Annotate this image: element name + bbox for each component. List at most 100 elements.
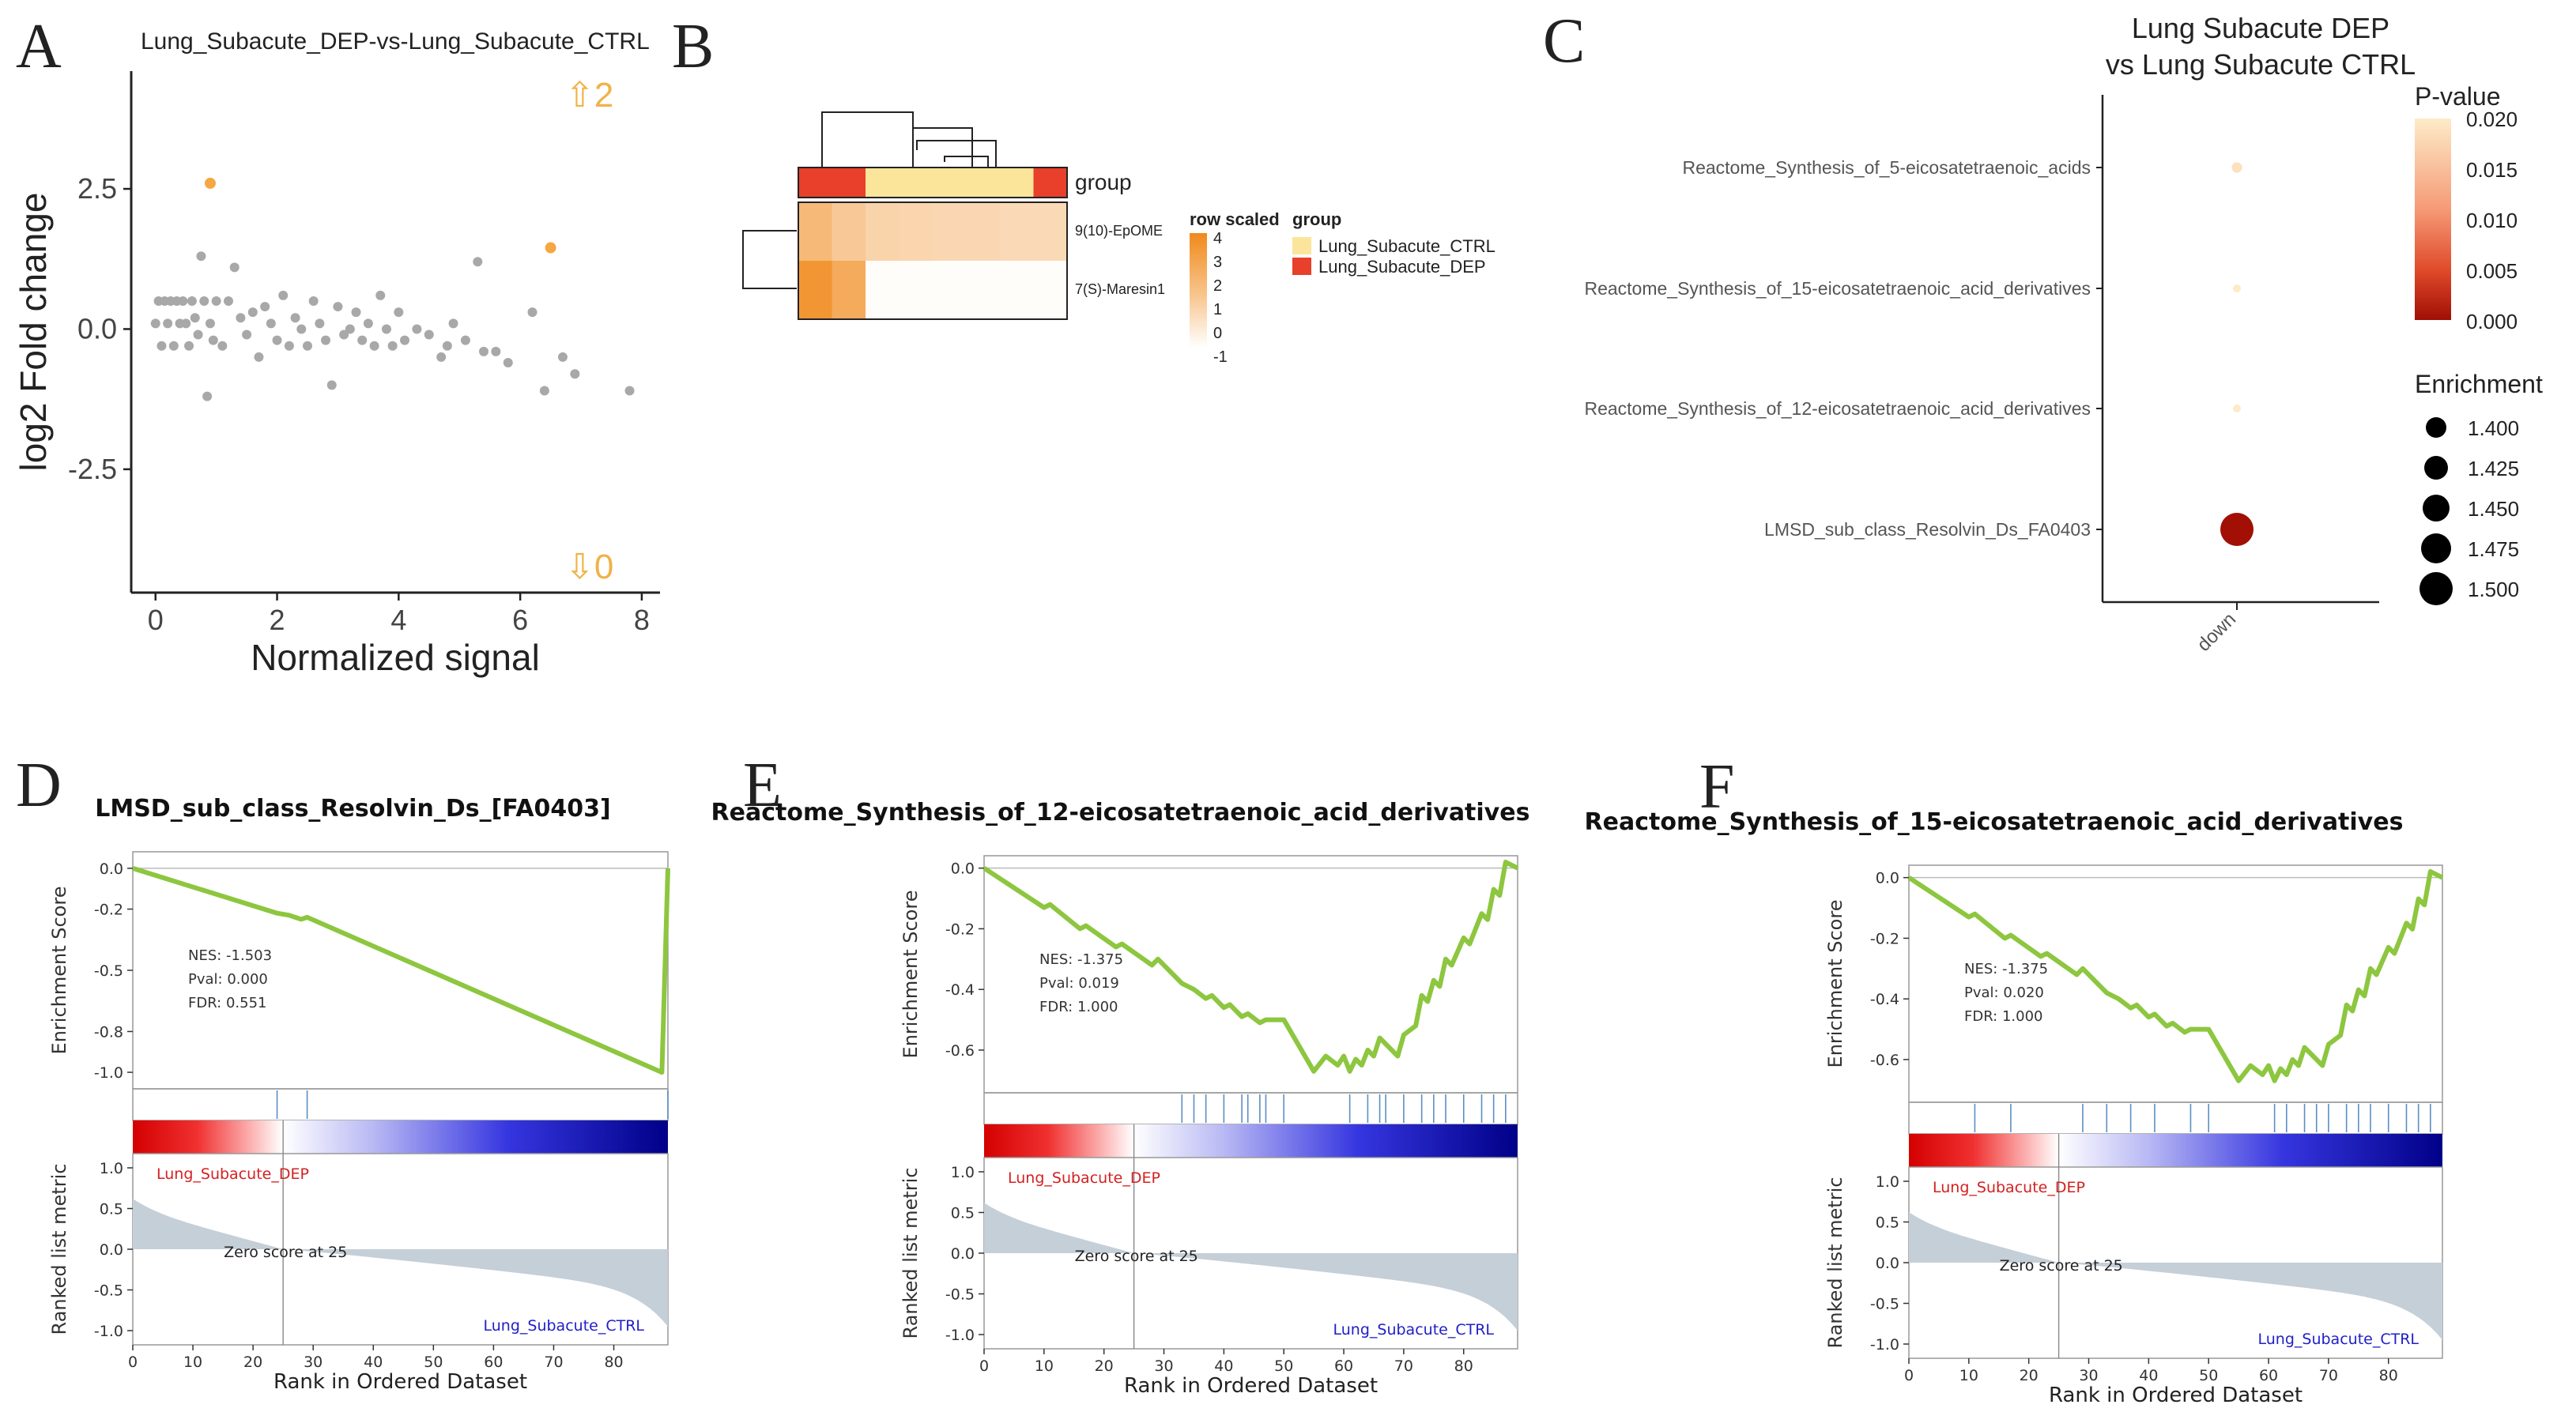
volcano-point xyxy=(202,391,213,401)
group-cell xyxy=(1033,168,1068,198)
heatmap-cell xyxy=(933,261,967,319)
enrich-dot-2 xyxy=(2423,495,2450,521)
volcano-ytick-label-2: -2.5 xyxy=(68,453,117,485)
volcano-point xyxy=(178,296,188,306)
gsea-zero-label: Zero score at 25 xyxy=(224,1244,347,1261)
gsea-es-tick-label: -0.2 xyxy=(945,921,975,938)
dotplot-y-label: LMSD_sub_class_Resolvin_Ds_FA0403 xyxy=(1764,519,2091,540)
group-legend-title: group xyxy=(1292,209,1341,229)
group-cell xyxy=(899,168,933,198)
gsea-nes: NES: -1.375 xyxy=(1039,951,1123,968)
gsea-title: Reactome_Synthesis_of_12-eicosatetraenoi… xyxy=(711,799,1530,826)
volcano-point xyxy=(260,302,270,312)
dotplot-dot xyxy=(2233,284,2241,292)
group-annotation-bar xyxy=(798,167,1068,198)
volcano-point xyxy=(315,318,325,329)
volcano-point xyxy=(308,296,319,306)
gsea-x-tick-label: 30 xyxy=(1154,1357,1173,1375)
volcano-point xyxy=(163,318,173,329)
gsea-es-ylabel: Enrichment Score xyxy=(1824,900,1846,1068)
volcano-point xyxy=(326,380,337,390)
volcano-point xyxy=(217,341,228,351)
volcano-point xyxy=(381,324,391,334)
volcano-point xyxy=(303,341,312,351)
gsea-x-tick-label: 30 xyxy=(2079,1367,2098,1384)
gsea-es-tick-label: -0.2 xyxy=(94,902,123,919)
gsea-rank-ylabel: Ranked list metric xyxy=(1824,1177,1846,1349)
volcano-point xyxy=(181,318,191,329)
volcano-xtick-label-2: 4 xyxy=(390,604,406,636)
pvalue-tick-2: 0.010 xyxy=(2466,209,2518,232)
gsea-x-tick-label: 70 xyxy=(544,1354,563,1371)
gsea-x-tick-label: 80 xyxy=(1454,1357,1473,1375)
gsea-zero-label: Zero score at 25 xyxy=(2000,1257,2123,1275)
heatmap-cell xyxy=(1033,261,1068,319)
heatmap-cell xyxy=(832,202,866,261)
gsea-rank-tick-label: -0.5 xyxy=(1870,1296,1899,1313)
gsea-rank-tick-label: 0.0 xyxy=(100,1241,123,1259)
group-legend-ctrl: Lung_Subacute_CTRL xyxy=(1318,236,1495,256)
scale-tick-0: 0 xyxy=(1213,325,1222,342)
gsea-title: Reactome_Synthesis_of_15-eicosatetraenoi… xyxy=(1585,808,2404,836)
volcano-point xyxy=(208,335,218,345)
gsea-x-tick-label: 60 xyxy=(484,1354,503,1371)
gsea-x-tick-label: 50 xyxy=(2199,1367,2218,1384)
volcano-point xyxy=(503,358,513,368)
scale-tick-1: 1 xyxy=(1213,301,1222,318)
gsea-title: LMSD_sub_class_Resolvin_Ds_[FA0403] xyxy=(95,795,611,823)
dotplot-x-tick-label: down xyxy=(2193,608,2241,656)
heatmap-cell xyxy=(1000,261,1034,319)
gsea-zero-label: Zero score at 25 xyxy=(1075,1248,1198,1265)
gsea-rank-area xyxy=(133,1199,668,1327)
volcano-point xyxy=(296,324,307,334)
dotplot-title-2: vs Lung Subacute CTRL xyxy=(2106,48,2416,81)
heatmap-cell xyxy=(933,202,967,261)
panel-letter-d: D xyxy=(16,751,62,820)
volcano-point xyxy=(539,386,549,396)
volcano-point xyxy=(321,335,331,345)
volcano-point xyxy=(448,318,458,329)
volcano-point xyxy=(412,324,422,334)
gsea-hit-frame xyxy=(132,1088,669,1121)
gsea-es-tick-label: 0.0 xyxy=(100,860,123,878)
group-legend-swatch-dep xyxy=(1292,258,1311,275)
volcano-ytick-label-1: 0.0 xyxy=(77,312,117,345)
gsea-x-tick-label: 20 xyxy=(2020,1367,2039,1384)
gsea-pval: Pval: 0.000 xyxy=(188,971,268,988)
panel-letter-c: C xyxy=(1543,6,1585,76)
volcano-point xyxy=(369,341,379,351)
scale-tick-3: 3 xyxy=(1213,254,1222,271)
column-dendrogram xyxy=(821,111,997,168)
volcano-x-label: Normalized signal xyxy=(251,637,540,678)
gsea-es-frame xyxy=(983,855,1518,1094)
gsea-x-tick-label: 70 xyxy=(2319,1367,2338,1384)
group-cell xyxy=(832,168,866,198)
group-cell xyxy=(866,168,900,198)
gsea-rank-tick-label: 1.0 xyxy=(951,1164,975,1181)
gsea-x-tick-label: 60 xyxy=(1334,1357,1353,1375)
gsea-es-curve xyxy=(1907,869,2444,1083)
volcano-point xyxy=(224,296,234,306)
volcano-point xyxy=(473,257,483,267)
gsea-es-tick-label: 0.0 xyxy=(1876,870,1899,887)
panel-letter-e: E xyxy=(743,751,782,820)
heatmap-border xyxy=(798,201,1068,320)
gsea-hit-frame xyxy=(983,1092,1518,1125)
volcano-xtick-label-3: 6 xyxy=(512,604,528,636)
volcano-point xyxy=(460,335,470,345)
volcano-point xyxy=(193,329,203,340)
volcano-point xyxy=(184,341,194,351)
gsea-xlabel: Rank in Ordered Dataset xyxy=(273,1370,527,1394)
group-legend-dep: Lung_Subacute_DEP xyxy=(1318,257,1486,277)
dotplot-dot xyxy=(2231,162,2242,173)
gsea-x-tick-label: 60 xyxy=(2259,1367,2278,1384)
volcano-point xyxy=(387,341,398,351)
panel-d: D LMSD_sub_class_Resolvin_Ds_[FA0403] 0.0 -… xyxy=(16,751,670,1394)
group-cell xyxy=(1000,168,1034,198)
up-count-label: ⇧2 xyxy=(565,76,613,115)
group-cell xyxy=(966,168,1001,198)
gsea-rank-ylabel: Ranked list metric xyxy=(900,1168,922,1339)
heatmap-cell xyxy=(866,202,900,261)
gsea-x-tick-label: 10 xyxy=(1035,1357,1054,1375)
